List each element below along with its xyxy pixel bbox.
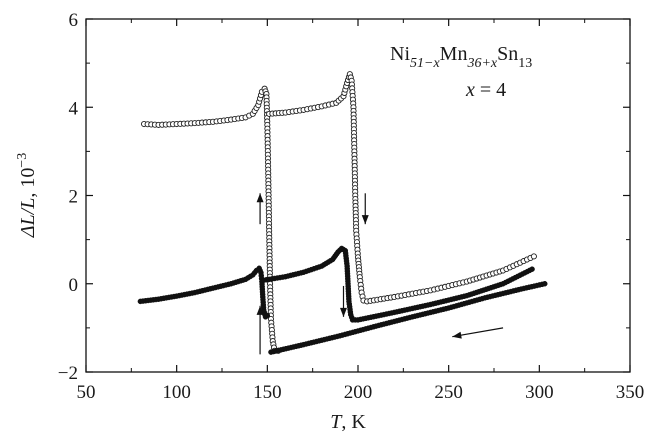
arrow-head bbox=[452, 331, 462, 339]
y-axis-title: ΔL/L, 10−3 bbox=[15, 153, 39, 238]
filled-circle-series bbox=[137, 245, 548, 355]
y-tick-label: 4 bbox=[69, 98, 79, 119]
x-tick-label: 350 bbox=[616, 382, 645, 403]
direction-arrow bbox=[361, 193, 369, 225]
y-tick-label: −2 bbox=[58, 363, 78, 384]
composition-variable: x bbox=[465, 79, 475, 101]
x-tick-label: 200 bbox=[344, 382, 373, 403]
axis-tick-labels: 50 100 150 200 250 300 350 −2 0 2 4 6 bbox=[58, 10, 644, 403]
formula-ni: Ni bbox=[390, 43, 410, 65]
y-tick-label: 2 bbox=[69, 187, 79, 208]
data-point bbox=[542, 281, 548, 287]
direction-arrow bbox=[339, 285, 347, 317]
x-axis-unit: , K bbox=[341, 411, 366, 433]
y-axis-symbol: ΔL/L bbox=[17, 198, 39, 239]
y-tick-label: 0 bbox=[69, 275, 79, 296]
formula-mn-sub: 36+x bbox=[466, 56, 497, 71]
formula-sn-sub: 13 bbox=[518, 56, 532, 71]
x-tick-label: 150 bbox=[253, 382, 282, 403]
arrow-head bbox=[339, 307, 347, 317]
data-point bbox=[529, 266, 535, 272]
arrow-head bbox=[256, 193, 264, 203]
direction-arrow bbox=[256, 193, 264, 225]
x-tick-label: 250 bbox=[434, 382, 463, 403]
series-layer bbox=[137, 71, 548, 355]
y-axis-unit: , 10 bbox=[17, 168, 39, 198]
plot-area: 50 100 150 200 250 300 350 −2 0 2 4 6 bbox=[58, 10, 644, 403]
arrow-head bbox=[256, 305, 264, 315]
data-point bbox=[530, 253, 537, 260]
formula-annotation: Ni51−xMn36+xSn13 bbox=[390, 43, 532, 71]
composition-value: = 4 bbox=[475, 79, 506, 101]
y-axis-exponent: −3 bbox=[15, 153, 30, 168]
x-tick-label: 50 bbox=[77, 382, 96, 403]
x-tick-label: 100 bbox=[162, 382, 191, 403]
formula-mn: Mn bbox=[440, 43, 468, 65]
x-axis-title: T, K bbox=[330, 411, 366, 433]
arrow-head bbox=[361, 215, 369, 225]
data-point bbox=[264, 312, 271, 319]
axis-ticks bbox=[85, 18, 631, 373]
composition-annotation: x = 4 bbox=[465, 79, 506, 101]
x-axis-symbol: T bbox=[330, 411, 343, 433]
y-tick-label: 6 bbox=[69, 10, 79, 31]
formula-sn: Sn bbox=[497, 43, 518, 65]
formula-ni-sub: 51−x bbox=[410, 56, 440, 71]
x-tick-label: 300 bbox=[525, 382, 554, 403]
open-circle-series bbox=[140, 71, 537, 354]
arrow-layer bbox=[256, 193, 504, 355]
direction-arrow bbox=[256, 305, 264, 355]
direction-arrow bbox=[452, 327, 504, 339]
